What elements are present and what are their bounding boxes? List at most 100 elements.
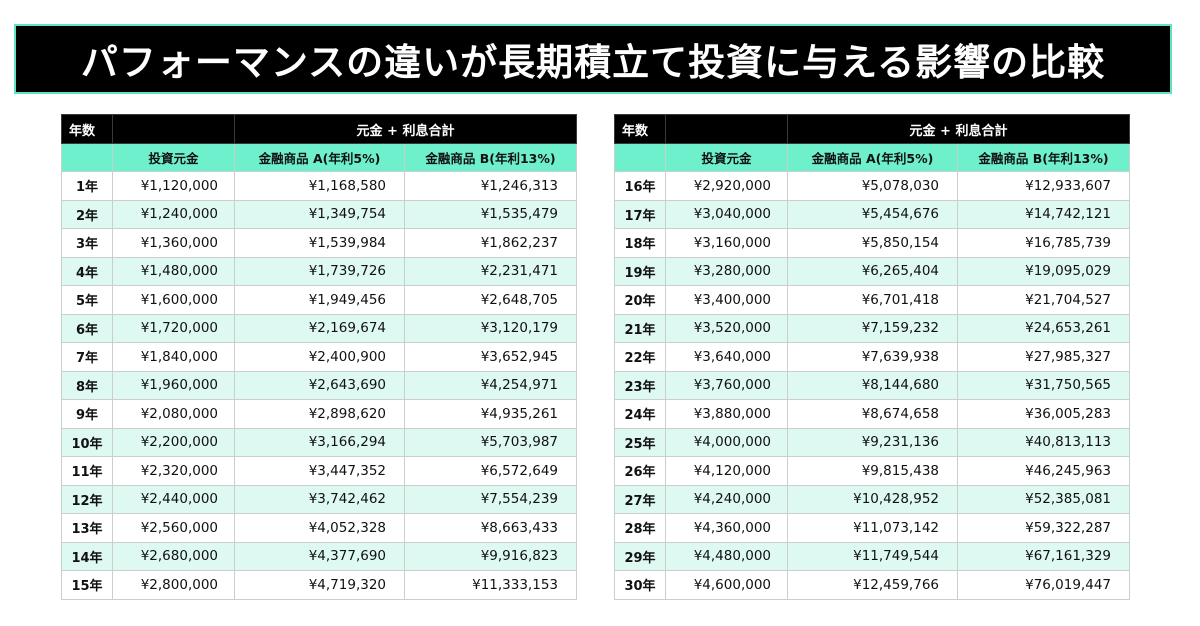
- product-b-header: 金融商品 B(年利13%): [957, 143, 1130, 172]
- product-b-cell: ¥76,019,447: [957, 570, 1130, 600]
- principal-cell: ¥1,240,000: [112, 199, 235, 229]
- product-b-cell: ¥52,385,081: [957, 484, 1130, 514]
- table-row: 5年 ¥1,600,000 ¥1,949,456 ¥2,648,705: [61, 285, 577, 315]
- table-row: 28年 ¥4,360,000 ¥11,073,142 ¥59,322,287: [614, 513, 1130, 543]
- comparison-table-years-16-30: 年数 元金 + 利息合計 投資元金 金融商品 A(年利5%) 金融商品 B(年利…: [614, 114, 1130, 600]
- principal-cell: ¥2,800,000: [112, 570, 235, 600]
- year-cell: 26年: [614, 456, 666, 486]
- product-b-cell: ¥8,663,433: [404, 513, 577, 543]
- table-row: 20年 ¥3,400,000 ¥6,701,418 ¥21,704,527: [614, 285, 1130, 315]
- year-cell: 28年: [614, 513, 666, 543]
- year-cell: 10年: [61, 427, 113, 457]
- product-b-cell: ¥21,704,527: [957, 285, 1130, 315]
- product-a-cell: ¥1,168,580: [234, 171, 405, 201]
- product-b-cell: ¥67,161,329: [957, 541, 1130, 571]
- table-row: 30年 ¥4,600,000 ¥12,459,766 ¥76,019,447: [614, 570, 1130, 600]
- principal-cell: ¥3,160,000: [665, 228, 788, 258]
- year-cell: 14年: [61, 541, 113, 571]
- year-cell: 8年: [61, 370, 113, 400]
- table-row: 7年 ¥1,840,000 ¥2,400,900 ¥3,652,945: [61, 342, 577, 372]
- product-b-header: 金融商品 B(年利13%): [404, 143, 577, 172]
- principal-cell: ¥2,560,000: [112, 513, 235, 543]
- principal-cell: ¥3,280,000: [665, 256, 788, 286]
- principal-cell: ¥2,920,000: [665, 171, 788, 201]
- product-a-cell: ¥6,701,418: [787, 285, 958, 315]
- product-b-cell: ¥2,231,471: [404, 256, 577, 286]
- product-a-cell: ¥5,454,676: [787, 199, 958, 229]
- table-row: 6年 ¥1,720,000 ¥2,169,674 ¥3,120,179: [61, 313, 577, 343]
- header-row-sub: 投資元金 金融商品 A(年利5%) 金融商品 B(年利13%): [61, 143, 577, 172]
- principal-cell: ¥3,640,000: [665, 342, 788, 372]
- year-header: 年数: [614, 114, 666, 144]
- title-banner: パフォーマンスの違いが長期積立て投資に与える影響の比較: [14, 24, 1172, 94]
- principal-cell: ¥1,720,000: [112, 313, 235, 343]
- year-cell: 7年: [61, 342, 113, 372]
- product-b-cell: ¥24,653,261: [957, 313, 1130, 343]
- year-cell: 13年: [61, 513, 113, 543]
- principal-cell: ¥1,840,000: [112, 342, 235, 372]
- year-cell: 4年: [61, 256, 113, 286]
- table-row: 8年 ¥1,960,000 ¥2,643,690 ¥4,254,971: [61, 370, 577, 400]
- product-a-header: 金融商品 A(年利5%): [787, 143, 958, 172]
- principal-cell: ¥3,040,000: [665, 199, 788, 229]
- year-cell: 9年: [61, 399, 113, 429]
- product-a-cell: ¥5,850,154: [787, 228, 958, 258]
- principal-cell: ¥3,400,000: [665, 285, 788, 315]
- product-b-cell: ¥6,572,649: [404, 456, 577, 486]
- year-cell: 15年: [61, 570, 113, 600]
- principal-cell: ¥4,120,000: [665, 456, 788, 486]
- year-cell: 5年: [61, 285, 113, 315]
- table-row: 24年 ¥3,880,000 ¥8,674,658 ¥36,005,283: [614, 399, 1130, 429]
- product-a-cell: ¥2,643,690: [234, 370, 405, 400]
- product-b-cell: ¥7,554,239: [404, 484, 577, 514]
- product-b-cell: ¥12,933,607: [957, 171, 1130, 201]
- product-a-cell: ¥9,815,438: [787, 456, 958, 486]
- product-a-cell: ¥10,428,952: [787, 484, 958, 514]
- product-a-cell: ¥11,749,544: [787, 541, 958, 571]
- principal-cell: ¥3,520,000: [665, 313, 788, 343]
- product-a-cell: ¥3,166,294: [234, 427, 405, 457]
- table-row: 10年 ¥2,200,000 ¥3,166,294 ¥5,703,987: [61, 427, 577, 457]
- principal-header: 投資元金: [112, 143, 235, 172]
- table-body-right: 16年 ¥2,920,000 ¥5,078,030 ¥12,933,607 17年 ¥3,…: [614, 171, 1130, 600]
- table-row: 11年 ¥2,320,000 ¥3,447,352 ¥6,572,649: [61, 456, 577, 486]
- table-row: 26年 ¥4,120,000 ¥9,815,438 ¥46,245,963: [614, 456, 1130, 486]
- table-row: 23年 ¥3,760,000 ¥8,144,680 ¥31,750,565: [614, 370, 1130, 400]
- year-cell: 25年: [614, 427, 666, 457]
- principal-cell: ¥2,680,000: [112, 541, 235, 571]
- product-a-cell: ¥5,078,030: [787, 171, 958, 201]
- product-a-header: 金融商品 A(年利5%): [234, 143, 405, 172]
- product-a-cell: ¥8,674,658: [787, 399, 958, 429]
- year-cell: 22年: [614, 342, 666, 372]
- product-b-cell: ¥2,648,705: [404, 285, 577, 315]
- blank-subheader-cell: [614, 143, 666, 172]
- product-a-cell: ¥4,052,328: [234, 513, 405, 543]
- product-b-cell: ¥1,246,313: [404, 171, 577, 201]
- table-row: 17年 ¥3,040,000 ¥5,454,676 ¥14,742,121: [614, 199, 1130, 229]
- table-row: 21年 ¥3,520,000 ¥7,159,232 ¥24,653,261: [614, 313, 1130, 343]
- principal-cell: ¥1,120,000: [112, 171, 235, 201]
- product-a-cell: ¥2,898,620: [234, 399, 405, 429]
- product-b-cell: ¥3,120,179: [404, 313, 577, 343]
- product-b-cell: ¥14,742,121: [957, 199, 1130, 229]
- product-a-cell: ¥2,169,674: [234, 313, 405, 343]
- product-b-cell: ¥1,535,479: [404, 199, 577, 229]
- principal-cell: ¥4,360,000: [665, 513, 788, 543]
- blank-header-cell: [112, 114, 235, 144]
- table-row: 1年 ¥1,120,000 ¥1,168,580 ¥1,246,313: [61, 171, 577, 201]
- principal-cell: ¥4,000,000: [665, 427, 788, 457]
- product-a-cell: ¥6,265,404: [787, 256, 958, 286]
- product-b-cell: ¥46,245,963: [957, 456, 1130, 486]
- product-a-cell: ¥7,639,938: [787, 342, 958, 372]
- principal-cell: ¥2,320,000: [112, 456, 235, 486]
- product-a-cell: ¥9,231,136: [787, 427, 958, 457]
- principal-cell: ¥4,240,000: [665, 484, 788, 514]
- product-a-cell: ¥1,949,456: [234, 285, 405, 315]
- year-cell: 3年: [61, 228, 113, 258]
- header-row-sub: 投資元金 金融商品 A(年利5%) 金融商品 B(年利13%): [614, 143, 1130, 172]
- principal-cell: ¥1,600,000: [112, 285, 235, 315]
- year-cell: 18年: [614, 228, 666, 258]
- table-row: 9年 ¥2,080,000 ¥2,898,620 ¥4,935,261: [61, 399, 577, 429]
- table-row: 29年 ¥4,480,000 ¥11,749,544 ¥67,161,329: [614, 541, 1130, 571]
- principal-cell: ¥3,760,000: [665, 370, 788, 400]
